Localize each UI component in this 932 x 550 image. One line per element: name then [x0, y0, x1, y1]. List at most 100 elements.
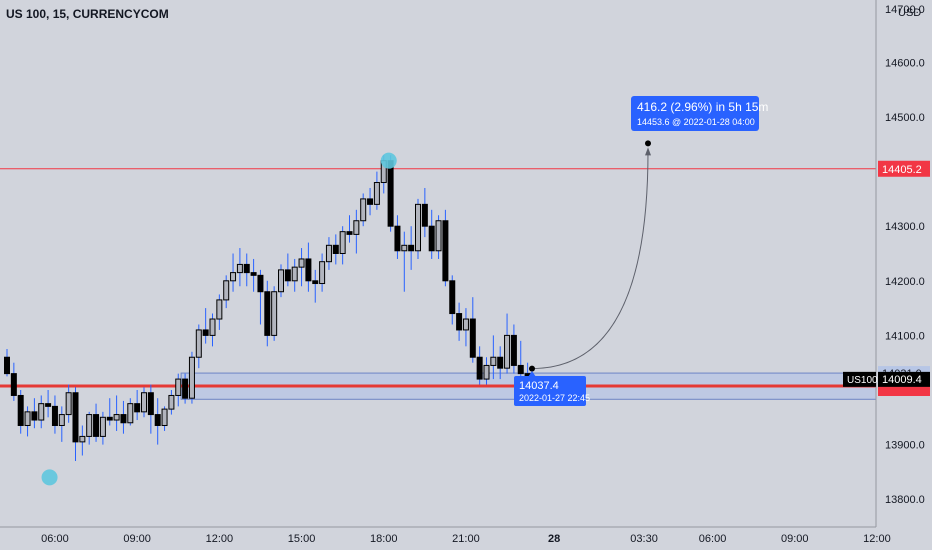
- candle-body: [127, 403, 134, 424]
- projection-start-date: 2022-01-27 22:45: [519, 393, 590, 403]
- candle-body: [195, 329, 202, 358]
- candle-body: [17, 394, 24, 426]
- candle: [312, 269, 319, 303]
- candle: [394, 215, 401, 259]
- candle: [401, 231, 408, 292]
- resistance-price-label: 14405.2: [878, 160, 930, 177]
- candle: [346, 215, 353, 243]
- currency-label: USD: [898, 7, 921, 19]
- candle: [456, 302, 463, 341]
- candle-body: [58, 414, 65, 426]
- candle: [442, 209, 449, 287]
- candle: [168, 390, 175, 415]
- candle-body: [38, 403, 45, 421]
- y-tick-label: 13900.0: [885, 440, 925, 452]
- candle: [257, 269, 264, 325]
- candle: [182, 373, 189, 404]
- x-tick-label: 12:00: [206, 533, 234, 545]
- candle: [17, 390, 24, 434]
- candle: [284, 253, 291, 287]
- x-tick-label: 09:00: [781, 533, 809, 545]
- chart-title: US 100, 15, CURRENCYCOM: [6, 7, 169, 21]
- candle-body: [415, 203, 421, 252]
- candle: [353, 209, 360, 254]
- candle: [278, 264, 284, 298]
- candle-body: [161, 408, 168, 426]
- y-tick-label: 14100.0: [885, 330, 925, 342]
- candle: [449, 275, 456, 325]
- x-tick-label: 06:00: [41, 533, 69, 545]
- candle: [120, 400, 127, 434]
- symbol-tag: US100: [843, 371, 878, 387]
- candle-body: [31, 411, 38, 421]
- candle-body: [278, 269, 284, 293]
- y-tick-label: 14700.0: [885, 4, 925, 16]
- candle: [497, 346, 504, 380]
- candle: [45, 390, 52, 418]
- candle-body: [284, 269, 291, 282]
- candle: [79, 425, 86, 456]
- candle-body: [305, 258, 312, 282]
- price-axis-bg: [876, 0, 932, 550]
- candle: [319, 253, 326, 292]
- candle-body: [435, 220, 442, 252]
- candle: [421, 187, 428, 238]
- candle-body: [325, 244, 332, 263]
- candle: [188, 351, 195, 404]
- candle: [31, 398, 38, 429]
- x-tick-label: 03:30: [630, 533, 658, 545]
- resistance-label-box: [878, 160, 930, 177]
- candle-body: [264, 291, 271, 336]
- time-axis-bg: [0, 527, 932, 550]
- candle-body: [257, 274, 264, 293]
- candle: [243, 253, 250, 287]
- candle-body: [120, 414, 127, 424]
- candle: [51, 395, 58, 434]
- projection-start-pointer: [528, 371, 536, 377]
- y-tick-label: 14600.0: [885, 57, 925, 69]
- candle: [175, 373, 182, 407]
- projection-end-box: [631, 96, 759, 131]
- candle: [161, 406, 168, 431]
- candle: [367, 187, 374, 216]
- candle-body: [24, 411, 31, 426]
- y-tick-label: 13800.0: [885, 494, 925, 506]
- candle: [332, 234, 339, 265]
- candle-body: [86, 414, 93, 437]
- line-layer: [0, 168, 876, 388]
- candle: [510, 324, 517, 374]
- candle-body: [360, 198, 367, 222]
- projection-arrow-head: [645, 147, 651, 156]
- candle: [216, 294, 223, 330]
- candle: [435, 215, 442, 259]
- candle: [209, 313, 216, 347]
- candle: [415, 198, 421, 259]
- candle: [483, 357, 490, 385]
- candle-body: [339, 231, 346, 255]
- support-label-box: [878, 384, 930, 396]
- candle: [490, 335, 497, 380]
- projection-start-box: [514, 376, 586, 406]
- candle: [4, 349, 10, 377]
- candle: [230, 253, 237, 292]
- candle: [291, 258, 298, 292]
- candle-body: [45, 403, 52, 407]
- projection-start-dot: [529, 365, 535, 372]
- candle-body: [442, 220, 449, 282]
- y-tick-label: 14500.0: [885, 112, 925, 124]
- candle-body: [175, 378, 182, 396]
- candle-body: [497, 356, 504, 369]
- resistance-label-text: 14405.2: [882, 164, 922, 176]
- candle: [147, 384, 154, 434]
- candle: [504, 313, 511, 374]
- projection-end-dot: [645, 140, 651, 147]
- cyan-circle-low: [41, 469, 58, 486]
- candle-body: [449, 280, 456, 315]
- candle: [360, 193, 367, 227]
- candle: [141, 387, 147, 418]
- cyan-circle-high: [380, 152, 397, 169]
- candle-body: [113, 414, 120, 421]
